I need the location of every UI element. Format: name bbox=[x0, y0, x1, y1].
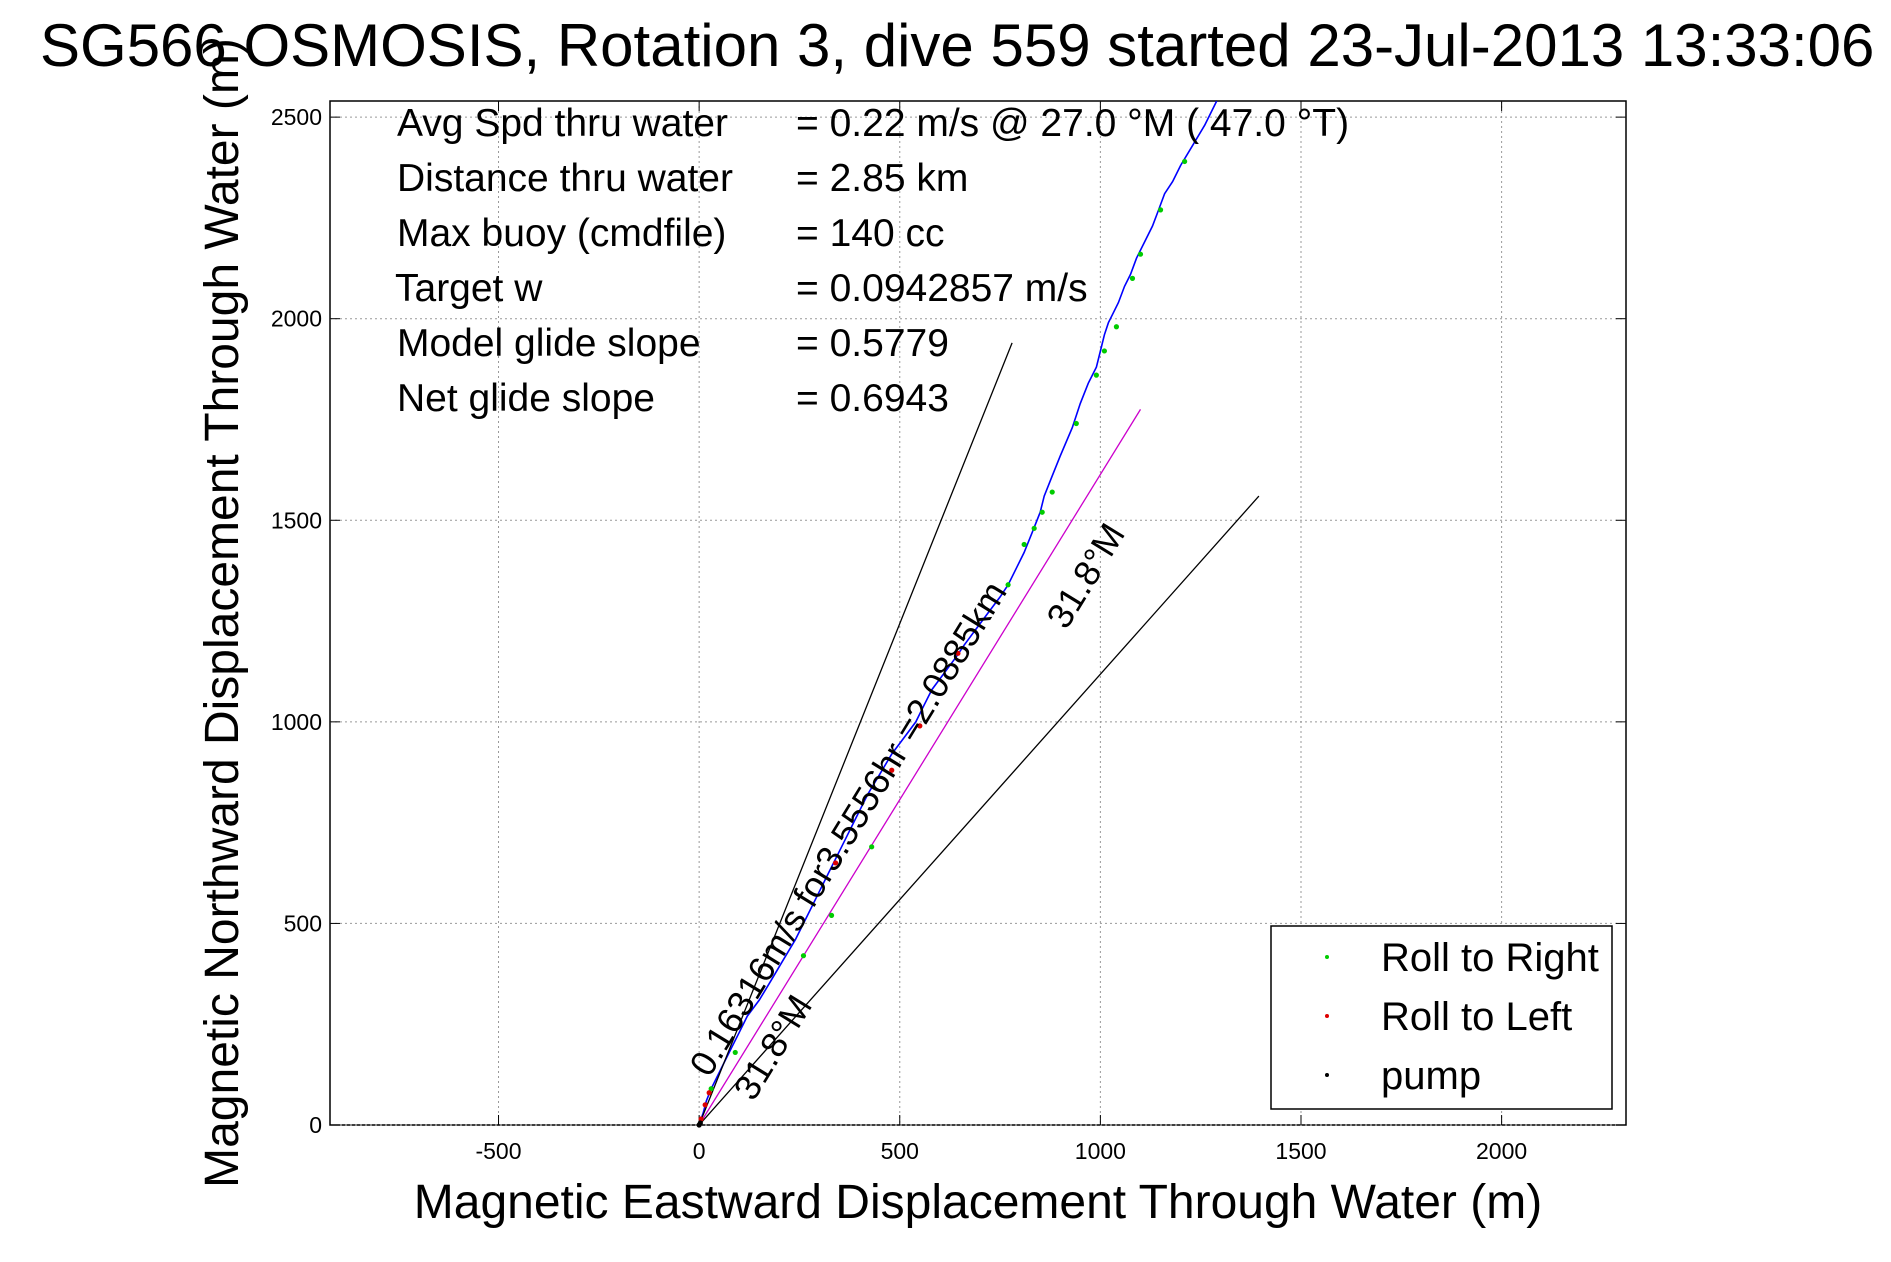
y-tick-label: 2500 bbox=[271, 104, 322, 130]
stat-label: Avg Spd thru water bbox=[397, 102, 728, 145]
stat-label: Net glide slope bbox=[397, 377, 655, 420]
x-tick-label: 2000 bbox=[1476, 1138, 1527, 1164]
marker-roll-pump bbox=[697, 1120, 703, 1126]
legend: Roll to Right Roll to Left pump bbox=[1270, 925, 1613, 1110]
plot-lines bbox=[698, 101, 1260, 1125]
marker-roll-right bbox=[1113, 324, 1120, 330]
legend-marker bbox=[1325, 1014, 1329, 1018]
marker-roll-left bbox=[706, 1090, 712, 1096]
x-axis-label: Magnetic Eastward Displacement Through W… bbox=[414, 1176, 1542, 1229]
y-axis-label: Magnetic Northward Displacement Through … bbox=[196, 38, 249, 1188]
stat-value: = 0.0942857 m/s bbox=[796, 267, 1088, 310]
marker-roll-right bbox=[1021, 541, 1027, 548]
stat-label: Max buoy (cmdfile) bbox=[397, 212, 726, 255]
marker-roll-right bbox=[1031, 525, 1037, 531]
x-tick-label: -500 bbox=[475, 1138, 521, 1164]
marker-roll-left bbox=[698, 1116, 704, 1122]
marker-roll-left bbox=[889, 767, 895, 773]
stat-value: = 0.22 m/s @ 27.0 °M ( 47.0 °T) bbox=[796, 102, 1349, 145]
marker-roll-right bbox=[1101, 348, 1107, 354]
velocity-annotation: 0.16316m/s for3.5556hr =2.0885km bbox=[681, 574, 1015, 1083]
series-line-heading-line bbox=[698, 409, 1142, 1125]
stat-value: = 0.6943 bbox=[796, 377, 949, 420]
legend-marker bbox=[1325, 1073, 1329, 1077]
chart-title: SG566 OSMOSIS, Rotation 3, dive 559 star… bbox=[40, 12, 1874, 79]
legend-label: pump bbox=[1381, 1054, 1481, 1098]
stats-block: Avg Spd thru water = 0.22 m/s @ 27.0 °M (… bbox=[395, 102, 1349, 420]
marker-roll-left bbox=[832, 860, 839, 866]
heading-annotation-far: 31.8°M bbox=[1038, 516, 1133, 635]
stat-label: Distance thru water bbox=[397, 157, 733, 200]
series-line-glide-cone-right bbox=[698, 495, 1260, 1125]
marker-roll-right bbox=[1093, 372, 1099, 378]
plot-markers bbox=[696, 158, 1188, 1128]
legend-label: Roll to Right bbox=[1381, 936, 1599, 980]
marker-roll-right bbox=[828, 912, 835, 918]
y-tick-label: 1000 bbox=[271, 709, 322, 735]
marker-roll-right bbox=[1157, 207, 1164, 213]
marker-roll-right bbox=[1129, 275, 1136, 281]
marker-roll-right bbox=[800, 953, 807, 959]
marker-roll-right bbox=[1005, 582, 1011, 588]
stat-value: = 0.5779 bbox=[796, 322, 949, 365]
y-tick-label: 1500 bbox=[271, 507, 322, 533]
marker-roll-left bbox=[955, 650, 961, 656]
series-line-track bbox=[698, 101, 1218, 1125]
stat-label: Model glide slope bbox=[397, 322, 701, 365]
stat-value: = 140 cc bbox=[796, 212, 945, 255]
legend-marker bbox=[1325, 955, 1329, 959]
stat-value: = 2.85 km bbox=[796, 157, 968, 200]
legend-label: Roll to Left bbox=[1381, 995, 1572, 1039]
marker-roll-right bbox=[732, 1049, 738, 1056]
series-line-glide-cone-left bbox=[698, 342, 1013, 1125]
marker-roll-right bbox=[1049, 489, 1055, 495]
x-tick-label: 500 bbox=[881, 1138, 919, 1164]
grid-lines bbox=[330, 101, 1626, 1126]
x-tick-label: 1500 bbox=[1275, 1138, 1326, 1164]
y-tick-label: 0 bbox=[309, 1112, 322, 1138]
marker-roll-left bbox=[702, 1102, 708, 1108]
y-axis-ticks: 0 500 1000 1500 2000 2500 bbox=[271, 104, 1626, 1138]
stat-label: Target w bbox=[395, 267, 543, 310]
x-tick-label: 1000 bbox=[1075, 1138, 1126, 1164]
marker-roll-right bbox=[1182, 158, 1188, 165]
y-tick-label: 2000 bbox=[271, 306, 322, 332]
x-tick-label: 0 bbox=[693, 1138, 706, 1164]
marker-roll-left bbox=[917, 723, 923, 729]
y-tick-label: 500 bbox=[284, 910, 322, 936]
marker-roll-right bbox=[869, 844, 875, 850]
marker-roll-right bbox=[1137, 251, 1144, 257]
plot-area bbox=[329, 100, 1627, 1126]
marker-roll-right bbox=[708, 1086, 714, 1092]
x-axis-ticks: -500 0 500 1000 1500 2000 bbox=[475, 101, 1527, 1164]
marker-roll-right bbox=[1039, 509, 1045, 515]
marker-roll-right bbox=[1073, 420, 1079, 427]
